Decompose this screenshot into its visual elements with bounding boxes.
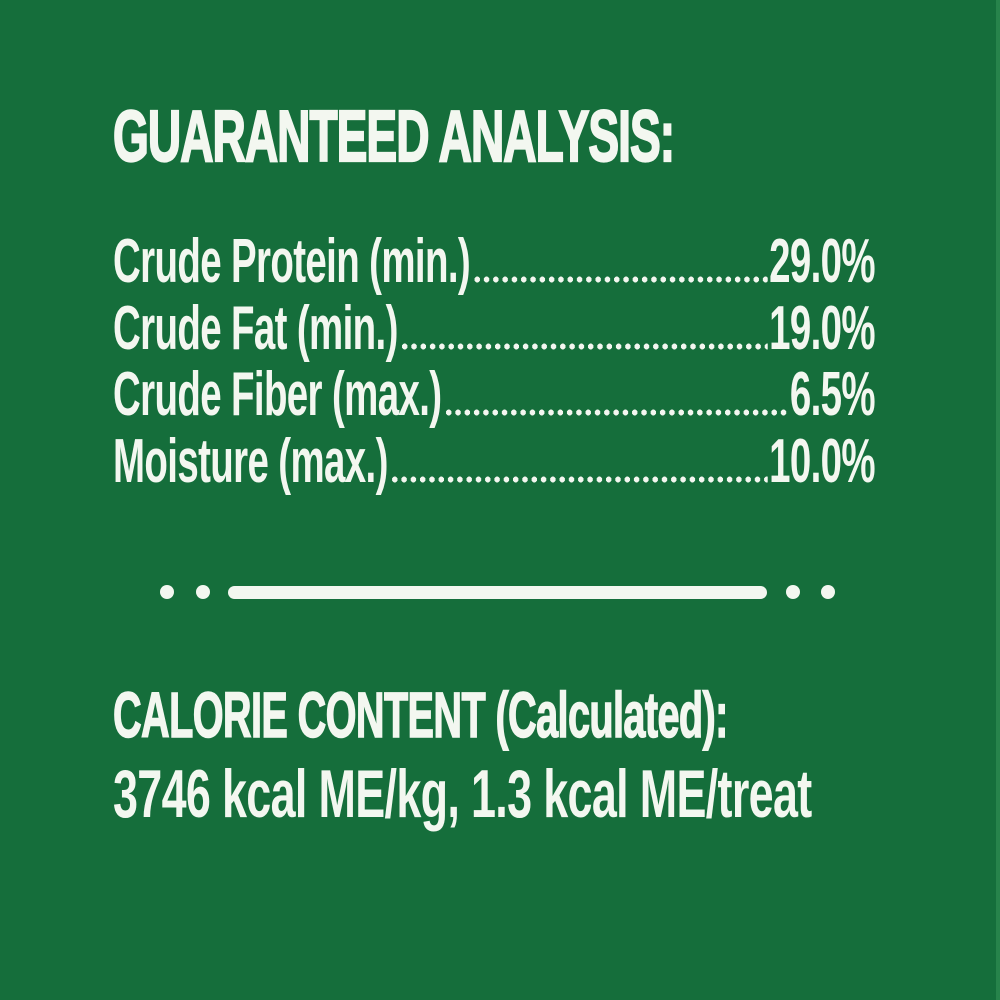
calorie-content-heading: CALORIE CONTENT (Calculated): (113, 679, 729, 751)
analysis-row-crude-protein: Crude Protein (min.) 29.0% (113, 226, 876, 296)
nutrient-value: 29.0% (769, 226, 876, 296)
dot-leader (472, 275, 768, 283)
dot-leader (443, 409, 789, 417)
nutrient-value: 10.0% (769, 427, 876, 497)
divider-dot (160, 585, 174, 599)
analysis-row-crude-fat: Crude Fat (min.) 19.0% (113, 293, 876, 363)
guaranteed-analysis-heading: GUARANTEED ANALYSIS: (112, 97, 675, 177)
nutrient-value: 6.5% (789, 360, 876, 430)
right-edge-highlight (996, 0, 1000, 1000)
nutrient-value: 19.0% (769, 293, 876, 363)
divider-dot (821, 585, 835, 599)
nutrient-name: Crude Protein (min.) (113, 226, 471, 296)
guaranteed-analysis-table: Crude Protein (min.) 29.0% Crude Fat (mi… (113, 226, 1000, 493)
section-divider (0, 585, 1000, 599)
divider-bar (228, 585, 767, 599)
dot-leader (400, 342, 768, 350)
divider-dot (786, 585, 800, 599)
nutrient-name: Moisture (max.) (113, 427, 388, 497)
dot-leader (390, 476, 768, 484)
analysis-row-crude-fiber: Crude Fiber (max.) 6.5% (113, 360, 876, 430)
nutrient-name: Crude Fat (min.) (113, 293, 398, 363)
calorie-content-value: 3746 kcal ME/kg, 1.3 kcal ME/treat (113, 756, 812, 832)
analysis-row-moisture: Moisture (max.) 10.0% (113, 426, 876, 497)
nutrient-name: Crude Fiber (max.) (113, 360, 442, 430)
divider-dot (196, 585, 210, 599)
